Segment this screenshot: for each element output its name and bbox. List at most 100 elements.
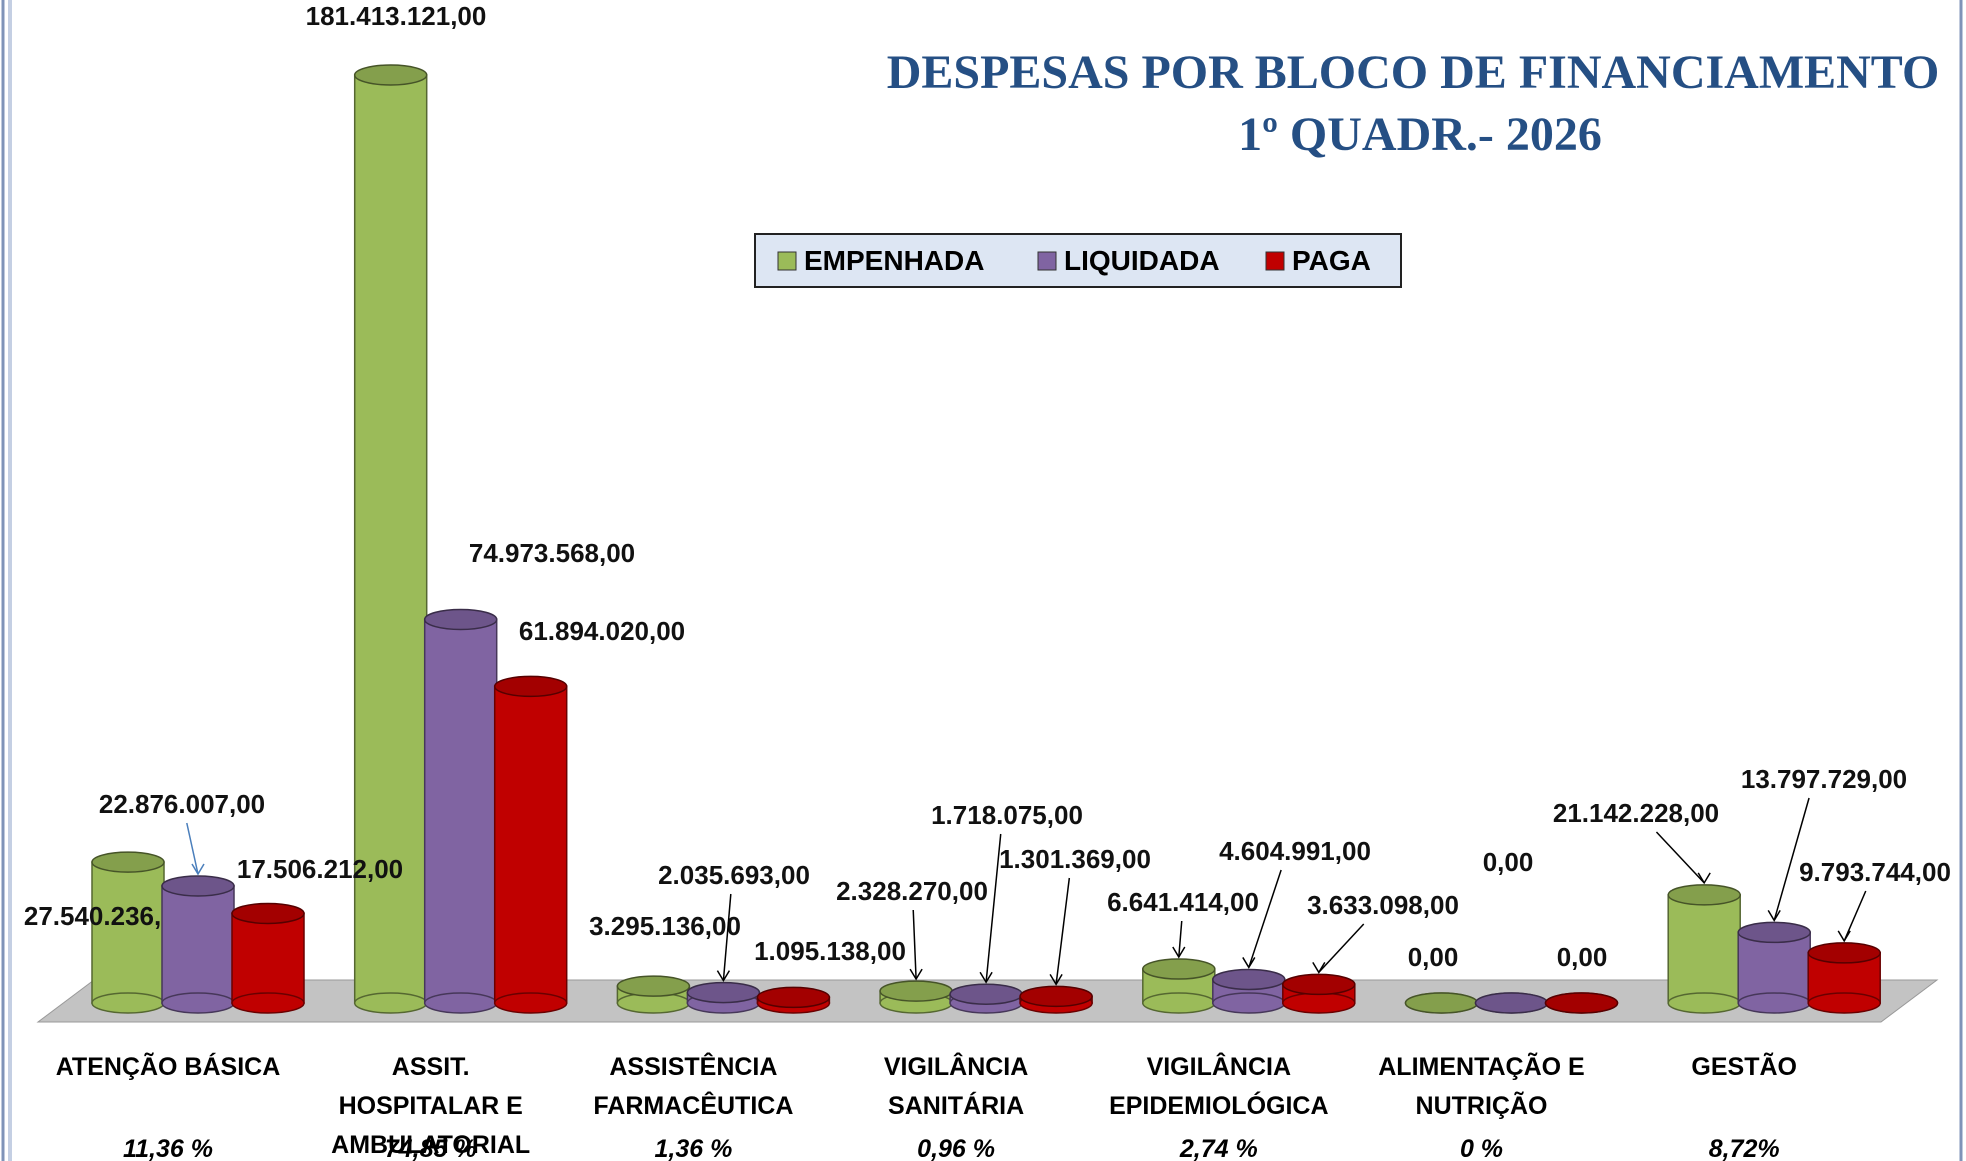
cylinder xyxy=(161,875,235,1014)
bar-top xyxy=(949,983,1023,1005)
label-arrowhead xyxy=(191,863,205,876)
label-arrow xyxy=(1773,797,1810,921)
label-arrowhead xyxy=(909,968,923,981)
data-label: 0,00 xyxy=(1408,942,1459,972)
data-label: 181.413.121,00 xyxy=(306,1,487,31)
bar-top xyxy=(1019,985,1093,1008)
legend-label: EMPENHADA xyxy=(804,245,984,276)
bar-top xyxy=(1737,921,1811,944)
data-label: 22.876.007,00 xyxy=(99,789,265,819)
bar-bottom xyxy=(1667,992,1741,1014)
cylinder xyxy=(1019,985,1093,1014)
bar-top xyxy=(493,675,568,698)
x-tick-label: ALIMENTAÇÃO E xyxy=(1378,1051,1584,1081)
bar-top xyxy=(1142,958,1216,980)
data-label: 13.797.729,00 xyxy=(1741,764,1907,794)
bar-bottom xyxy=(231,992,305,1014)
label-arrowhead xyxy=(1767,910,1781,922)
label-arrowhead xyxy=(979,971,993,984)
label-arrowhead xyxy=(1697,872,1711,885)
bar xyxy=(353,74,428,1004)
data-label: 1.718.075,00 xyxy=(931,800,1083,830)
cylinder xyxy=(686,981,761,1014)
cylinder xyxy=(1474,992,1549,1014)
cylinder xyxy=(1807,942,1881,1014)
data-label: 2.328.270,00 xyxy=(836,876,988,906)
cylinder xyxy=(493,675,568,1014)
data-label: 74.973.568,00 xyxy=(469,538,635,568)
percent-label: 0 % xyxy=(1460,1135,1503,1161)
data-label: 3.633.098,00 xyxy=(1307,890,1459,920)
data-label: 4.604.991,00 xyxy=(1219,836,1371,866)
data-label: 1.095.138,00 xyxy=(754,936,906,966)
legend-label: PAGA xyxy=(1292,245,1371,276)
bar-top xyxy=(1474,992,1549,1014)
data-label: 61.894.020,00 xyxy=(519,616,685,646)
legend-box xyxy=(754,233,1402,288)
data-label: 1.301.369,00 xyxy=(999,844,1151,874)
legend-label: LIQUIDADA xyxy=(1064,245,1220,276)
data-label: 21.142.228,00 xyxy=(1553,798,1719,828)
label-arrowhead xyxy=(1242,957,1256,969)
x-tick-label: HOSPITALAR E xyxy=(339,1092,523,1120)
bar xyxy=(423,618,498,1004)
label-arrow xyxy=(985,833,1002,983)
percent-label: 0,96 % xyxy=(917,1135,995,1161)
bar-bottom xyxy=(1212,992,1286,1014)
bar xyxy=(493,685,568,1004)
x-tick-label: FARMACÊUTICA xyxy=(593,1090,793,1120)
cylinder xyxy=(1142,958,1216,1014)
label-arrow xyxy=(1318,923,1365,973)
cylinder xyxy=(1544,992,1619,1014)
bar-bottom xyxy=(1737,992,1811,1014)
bar-bottom xyxy=(1142,992,1216,1014)
bar-top xyxy=(756,986,831,1009)
bar-top xyxy=(1282,973,1356,996)
cylinder xyxy=(423,608,498,1014)
bar-top xyxy=(1667,884,1741,906)
bar-bottom xyxy=(423,992,498,1014)
cylinder xyxy=(1737,921,1811,1014)
label-arrow xyxy=(1178,920,1183,958)
label-arrowhead xyxy=(716,970,731,983)
cylinder xyxy=(231,902,305,1014)
bar xyxy=(161,885,235,1004)
legend-swatch xyxy=(1037,251,1057,271)
bar xyxy=(1667,894,1741,1004)
x-tick-label: GESTÃO xyxy=(1691,1051,1797,1081)
bar-bottom xyxy=(353,992,428,1014)
chart-subtitle: 1º QUADR.- 2026 xyxy=(1238,108,1602,161)
cylinder xyxy=(353,64,428,1014)
cylinder xyxy=(91,851,165,1014)
percent-label: 8,72% xyxy=(1709,1135,1780,1161)
bar xyxy=(231,912,305,1004)
bar-bottom xyxy=(91,992,165,1014)
label-arrow xyxy=(186,822,199,875)
percent-label: 11,36 % xyxy=(123,1135,213,1161)
bar-top xyxy=(423,608,498,631)
bar-top xyxy=(686,981,761,1004)
data-label: 6.641.414,00 xyxy=(1107,887,1259,917)
data-label: 3.295.136,00 xyxy=(589,911,741,941)
x-tick-label: ASSIT. xyxy=(392,1053,470,1081)
bar-bottom xyxy=(493,992,568,1014)
label-arrow xyxy=(1248,869,1282,968)
bar-bottom xyxy=(161,992,235,1014)
label-arrowhead xyxy=(1312,962,1326,974)
x-tick-label: SANITÁRIA xyxy=(888,1091,1024,1120)
label-arrow xyxy=(912,909,917,980)
label-arrow xyxy=(1655,831,1705,884)
x-tick-label: NUTRIÇÃO xyxy=(1416,1090,1548,1120)
label-arrow xyxy=(722,893,732,981)
label-arrowhead xyxy=(1172,946,1186,959)
percent-label: 1,36 % xyxy=(654,1135,732,1161)
bar-top xyxy=(353,64,428,86)
percent-label: 2,74 % xyxy=(1179,1135,1258,1161)
x-tick-label: EPIDEMIOLÓGICA xyxy=(1109,1090,1328,1120)
x-tick-label: ATENÇÃO BÁSICA xyxy=(56,1051,281,1081)
cylinder xyxy=(756,986,831,1014)
bar-top xyxy=(1212,968,1286,991)
label-arrowhead xyxy=(1837,930,1851,943)
cylinder xyxy=(949,983,1023,1014)
